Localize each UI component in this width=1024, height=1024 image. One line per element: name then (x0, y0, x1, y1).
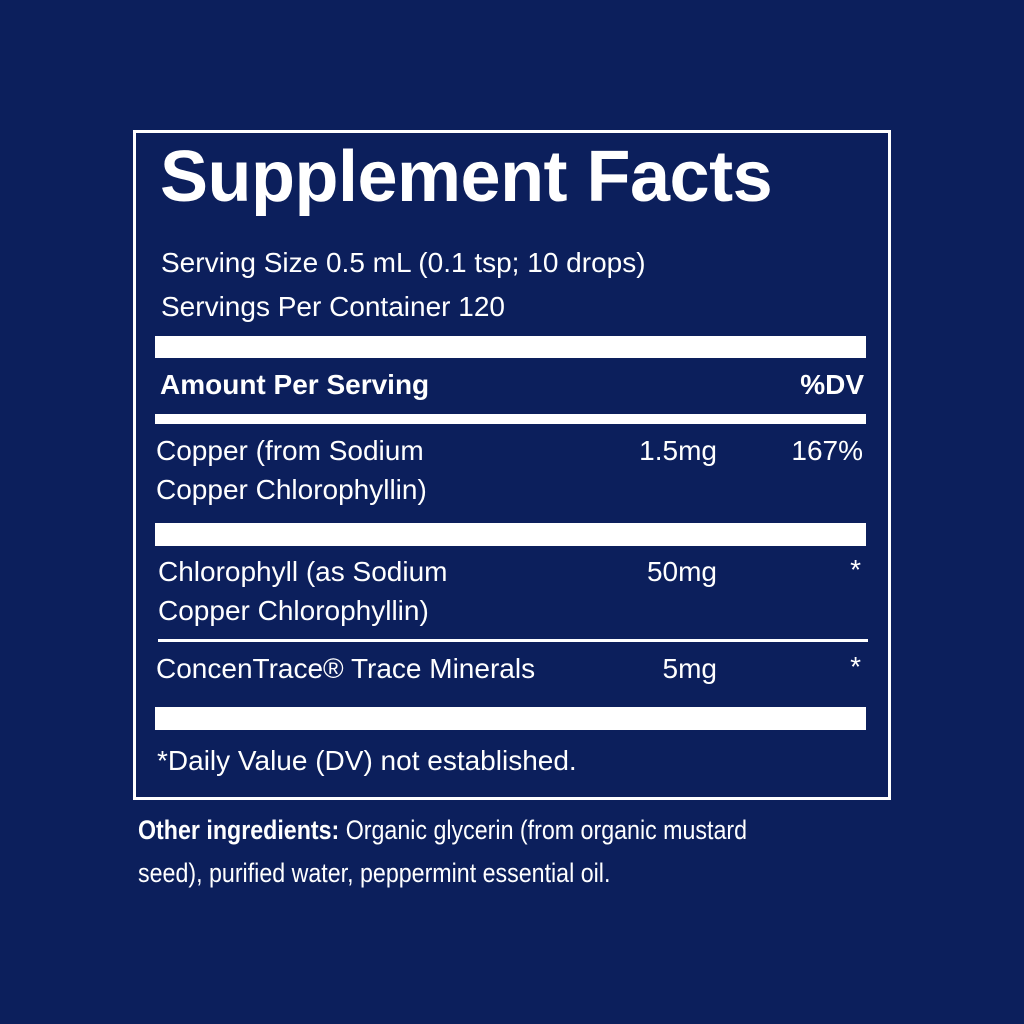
divider-thick (155, 707, 866, 730)
nutrient-name-cont: Copper Chlorophyllin) (156, 474, 427, 505)
divider-medium (155, 414, 866, 424)
nutrient-name-cont: Copper Chlorophyllin) (158, 595, 429, 626)
other-ingredients-label: Other ingredients: (138, 815, 340, 845)
nutrient-amount: 5mg (662, 653, 717, 684)
amount-per-serving-header: Amount Per Serving (160, 369, 430, 400)
nutrient-name: Copper (from Sodium (156, 435, 424, 466)
nutrient-amount: 1.5mg (639, 435, 717, 466)
divider-thick (155, 523, 866, 546)
nutrient-name: Chlorophyll (as Sodium (158, 556, 448, 587)
other-ingredients-line1: Other ingredients: Organic glycerin (fro… (138, 815, 747, 846)
nutrient-amount: 50mg (646, 556, 717, 587)
nutrient-dv: * (850, 554, 861, 585)
nutrient-dv: * (850, 651, 861, 682)
dv-header: %DV (800, 369, 864, 400)
supplement-facts-panel (133, 130, 891, 800)
divider-thick (155, 336, 866, 358)
nutrient-name: ConcenTrace® Trace Minerals (156, 653, 536, 684)
other-ingredients-text: Organic glycerin (from organic mustard (339, 815, 748, 845)
nutrient-dv: 167% (791, 435, 863, 466)
other-ingredients-line2: seed), purified water, peppermint essent… (138, 858, 611, 888)
divider-thin (158, 639, 868, 642)
panel-title: Supplement Facts (160, 137, 773, 217)
footnote: *Daily Value (DV) not established. (157, 745, 577, 776)
serving-size: Serving Size 0.5 mL (0.1 tsp; 10 drops) (161, 247, 646, 278)
servings-per-container: Servings Per Container 120 (161, 291, 505, 322)
